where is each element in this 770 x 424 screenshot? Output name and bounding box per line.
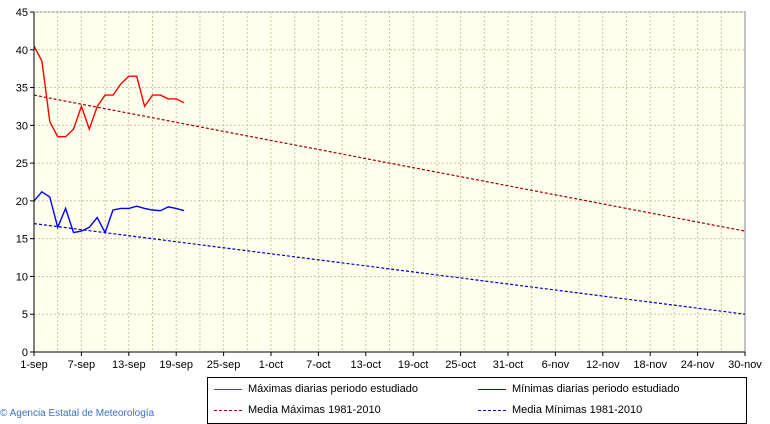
legend-label-max-daily: Máximas diarias periodo estudiado [248, 383, 418, 395]
y-tick-label: 20 [16, 196, 28, 208]
series-max-daily [33, 45, 185, 138]
x-tick-label: 12-nov [586, 359, 620, 371]
legend-item-min-mean: Media Mínimas 1981-2010 [478, 404, 642, 416]
y-tick-label: 25 [16, 158, 28, 170]
x-axis-ticks: 1-sep 7-sep 13-sep 19-sep 25-sep 1-oct 7-oct 13… [20, 352, 762, 371]
y-tick-label: 30 [16, 120, 28, 132]
series-group [33, 45, 746, 315]
y-tick-label: 35 [16, 83, 28, 95]
series-min-daily [33, 190, 185, 235]
x-tick-label: 31-oct [493, 359, 524, 371]
y-tick-label: 45 [16, 7, 28, 19]
x-tick-label: 19-oct [398, 359, 429, 371]
y-tick-label: 5 [22, 309, 28, 321]
y-tick-label: 15 [16, 234, 28, 246]
legend-swatch-max-mean [214, 409, 242, 411]
legend: Máximas diarias periodo estudiado Mínima… [207, 377, 747, 424]
x-tick-label: 25-sep [207, 359, 241, 371]
y-axis-ticks: 0 5 10 15 20 25 30 35 40 45 [16, 7, 34, 359]
x-tick-label: 25-oct [445, 359, 476, 371]
x-tick-label: 7-sep [68, 359, 96, 371]
series-min-mean [33, 223, 746, 315]
legend-label-max-mean: Media Máximas 1981-2010 [248, 404, 381, 416]
x-tick-label: 19-sep [159, 359, 193, 371]
legend-label-min-mean: Media Mínimas 1981-2010 [512, 404, 643, 416]
credit-link[interactable]: © Agencia Estatal de Meteorología [0, 408, 155, 419]
series-max-mean [33, 94, 746, 232]
legend-label-min-daily: Mínimas diarias periodo estudiado [512, 383, 680, 395]
legend-item-min-daily: Mínimas diarias periodo estudiado [478, 383, 680, 395]
x-tick-label: 7-oct [306, 359, 330, 371]
x-tick-label: 13-oct [351, 359, 382, 371]
y-tick-label: 0 [22, 347, 28, 359]
legend-swatch-min-mean [478, 409, 506, 411]
x-tick-label: 18-nov [633, 359, 667, 371]
x-tick-label: 6-nov [542, 359, 570, 371]
legend-swatch-min-daily [478, 388, 506, 390]
legend-item-max-daily: Máximas diarias periodo estudiado [214, 383, 418, 395]
x-tick-label: 24-nov [681, 359, 715, 371]
legend-swatch-max-daily [214, 388, 242, 390]
x-tick-label: 1-oct [259, 359, 283, 371]
gridlines [34, 11, 745, 352]
legend-item-max-mean: Media Máximas 1981-2010 [214, 404, 381, 416]
chart: 0 5 10 15 20 25 30 35 40 45 1-sep 7-sep 13-sep 19-se… [16, 7, 763, 371]
x-tick-label: 30-nov [728, 359, 762, 371]
y-tick-label: 40 [16, 45, 28, 57]
y-tick-label: 10 [16, 271, 28, 283]
x-tick-label: 13-sep [112, 359, 146, 371]
x-tick-label: 1-sep [20, 359, 48, 371]
